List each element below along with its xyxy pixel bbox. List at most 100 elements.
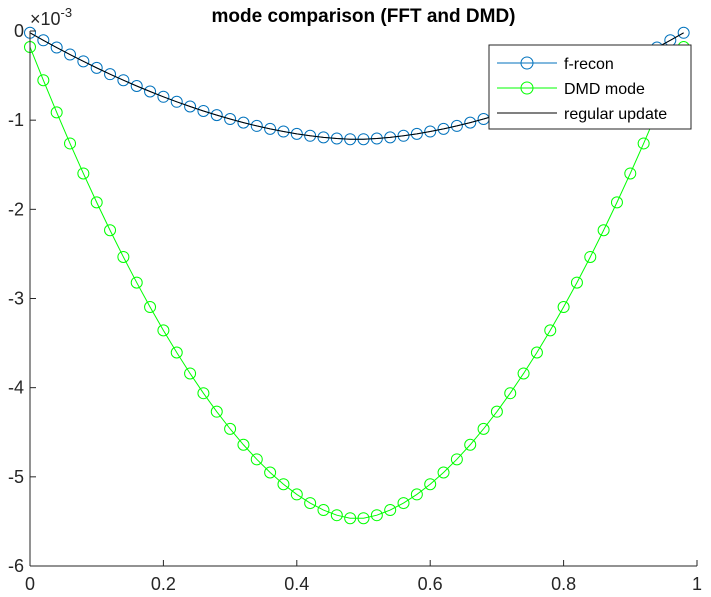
data-point [184, 367, 197, 380]
data-point [304, 497, 317, 510]
data-point [117, 74, 130, 87]
data-point [277, 478, 290, 491]
data-point [397, 129, 410, 142]
data-point [597, 224, 610, 237]
data-point [210, 405, 223, 418]
series-line [29, 46, 685, 519]
data-point [410, 488, 423, 501]
data-point [570, 276, 583, 289]
data-point [77, 167, 90, 180]
data-point [117, 250, 130, 263]
y-tick-label: 0 [14, 21, 24, 41]
y-tick-label: -3 [8, 289, 24, 309]
data-point [504, 387, 517, 400]
data-point [197, 387, 210, 400]
data-point [544, 324, 557, 337]
data-point [50, 106, 63, 119]
data-point [250, 453, 263, 466]
legend: f-recon DMD mode regular update [488, 44, 692, 130]
data-point [530, 346, 543, 359]
data-point [130, 79, 143, 92]
chart-title: mode comparison (FFT and DMD) [212, 6, 516, 27]
data-point [90, 196, 103, 209]
data-point [424, 125, 437, 138]
x-tick-label: 0.8 [551, 574, 576, 594]
data-point [584, 250, 597, 263]
data-point [237, 116, 250, 129]
data-point [290, 127, 303, 140]
data-point [410, 127, 423, 140]
x-tick-label: 0.6 [418, 574, 443, 594]
y-tick-label: -1 [8, 110, 24, 130]
data-point [184, 100, 197, 113]
data-point [557, 301, 570, 314]
data-point [637, 137, 650, 150]
data-point [450, 119, 463, 132]
legend-marker [520, 81, 534, 95]
x-tick-label: 0.2 [151, 574, 176, 594]
data-point [64, 48, 77, 61]
data-point [64, 137, 77, 150]
ticks-layer: 0 0.2 0.4 0.6 0.8 1 0 -1 -2 -3 -4 -5 -6 [8, 21, 702, 594]
y-axis-exponent-base: ×10 [30, 9, 61, 29]
legend-item: DMD mode [497, 81, 645, 98]
y-tick-label: -2 [8, 199, 24, 219]
data-point [157, 324, 170, 337]
data-point [330, 509, 343, 522]
data-point [224, 113, 237, 126]
data-point [264, 466, 277, 479]
data-point [144, 85, 157, 98]
data-point [104, 224, 117, 237]
data-point [170, 95, 183, 108]
data-point [437, 122, 450, 135]
data-point [384, 504, 397, 517]
data-point [50, 41, 63, 54]
data-point [210, 109, 223, 122]
data-point [517, 367, 530, 380]
data-point [197, 104, 210, 117]
data-point [77, 55, 90, 68]
data-point [477, 422, 490, 435]
data-point [277, 125, 290, 138]
data-point [37, 34, 50, 47]
data-point [450, 453, 463, 466]
data-point [317, 504, 330, 517]
data-point [437, 466, 450, 479]
data-point [37, 74, 50, 87]
legend-label: f-recon [564, 56, 614, 73]
data-point [250, 119, 263, 132]
legend-label: regular update [564, 106, 667, 123]
data-point [157, 90, 170, 103]
y-tick-label: -5 [8, 467, 24, 487]
data-point [424, 478, 437, 491]
y-axis-exponent-power: -3 [61, 5, 73, 20]
data-point [357, 512, 370, 525]
x-tick-label: 0 [25, 574, 35, 594]
data-point [90, 61, 103, 74]
legend-item: regular update [497, 106, 667, 123]
data-point [370, 509, 383, 522]
data-point [677, 26, 690, 39]
data-point [237, 438, 250, 451]
legend-item: f-recon [497, 56, 614, 73]
data-point [224, 422, 237, 435]
data-point [610, 196, 623, 209]
data-point [144, 301, 157, 314]
data-point [624, 167, 637, 180]
y-tick-label: -4 [8, 378, 24, 398]
data-point [304, 129, 317, 142]
data-point [104, 68, 117, 81]
data-point [490, 405, 503, 418]
data-point [264, 122, 277, 135]
x-tick-label: 0.4 [284, 574, 309, 594]
data-point [464, 116, 477, 129]
data-point [397, 497, 410, 510]
data-point [130, 276, 143, 289]
data-point [344, 512, 357, 525]
data-point [170, 346, 183, 359]
data-point [290, 488, 303, 501]
legend-marker [520, 56, 534, 70]
data-point [464, 438, 477, 451]
y-axis-exponent: ×10-3 [30, 5, 72, 29]
